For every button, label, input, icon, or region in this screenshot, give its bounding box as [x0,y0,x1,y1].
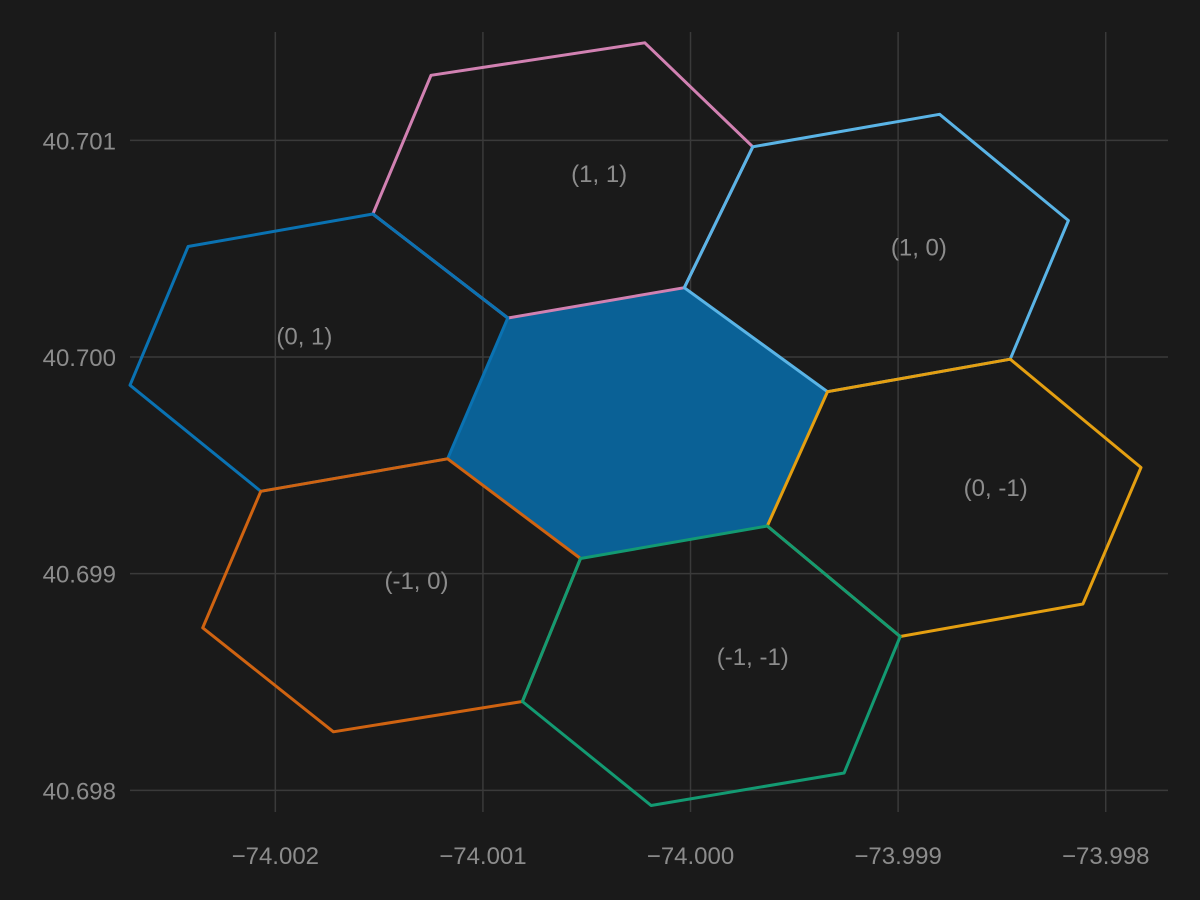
grid-lines [130,32,1168,812]
hexagon-cell [520,524,902,807]
y-tick-label: 40.699 [43,562,116,589]
hexagon-cell [128,212,510,493]
center-hexagon [447,287,828,559]
hexagon-cells [128,41,1143,807]
hexagon-cell [371,41,755,320]
x-axis-ticks: −74.002 −74.001 −74.000 −73.999 −73.998 [232,843,1150,870]
hexagon-label: (0, -1) [964,475,1028,502]
x-tick-label: −74.002 [232,843,319,870]
hexagon-label: (1, 1) [571,161,627,188]
x-tick-label: −74.000 [647,843,734,870]
hexagon-label: (-1, 0) [384,568,448,595]
y-axis-ticks: 40.701 40.700 40.699 40.698 [43,128,116,805]
y-tick-label: 40.701 [43,128,116,155]
hexagon-label: (1, 0) [891,235,947,262]
hexagon-cell [765,357,1143,638]
y-tick-label: 40.700 [43,345,116,372]
hexagon-label: (0, 1) [276,323,332,350]
x-tick-label: −73.999 [854,843,941,870]
x-tick-label: −74.001 [439,843,526,870]
hexagon-label: (-1, -1) [717,644,789,671]
hexagon-labels: (1, 1) (1, 0) (0, 1) (0, -1) (-1, 0) (-1, -1) [276,161,1027,671]
x-tick-label: −73.998 [1062,843,1149,870]
y-tick-label: 40.698 [43,778,116,805]
